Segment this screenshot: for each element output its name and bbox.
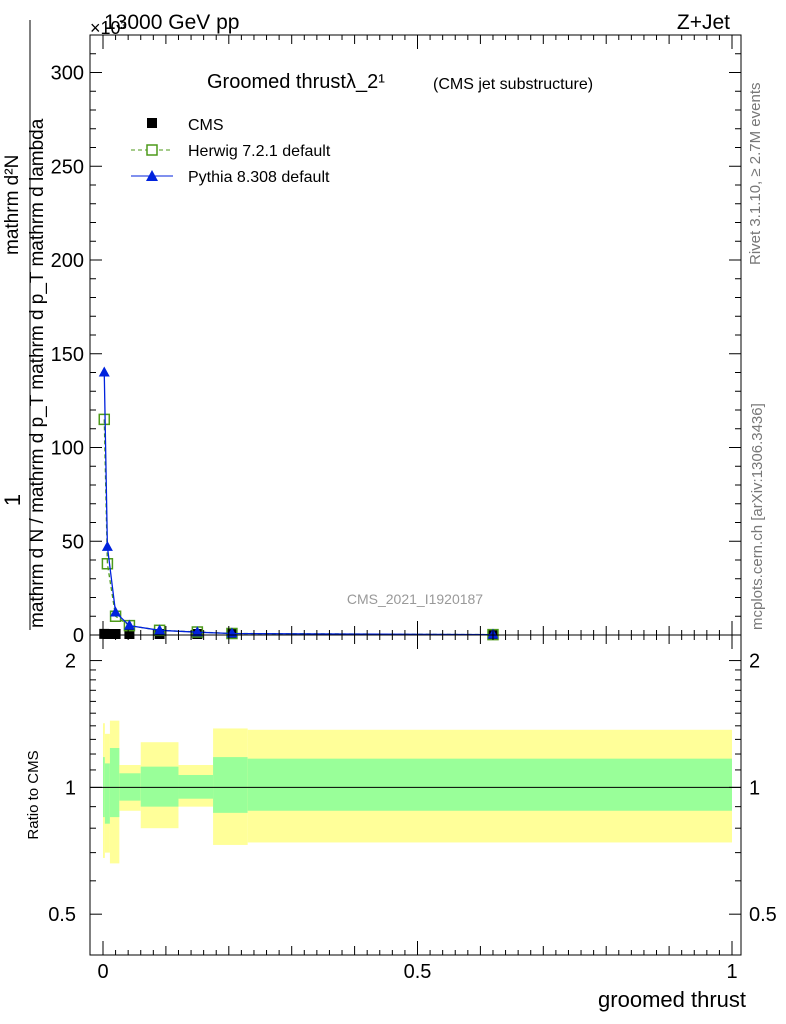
y-label-top: mathrm d²N <box>2 155 23 255</box>
ratio-y-tick-label: 2 <box>65 651 76 673</box>
mcplots-label: mcplots.cern.ch [arXiv:1306.3436] <box>749 403 766 630</box>
legend-pythia-label: Pythia 8.308 default <box>188 169 330 186</box>
process-label: Z+Jet <box>677 11 730 34</box>
y-exponent-label: ×10³ <box>90 18 127 38</box>
main-x-axis <box>102 35 733 635</box>
x-axis-title: groomed thrust <box>598 987 746 1012</box>
legend-herwig-label: Herwig 7.2.1 default <box>188 143 331 160</box>
series-line-2 <box>103 372 493 636</box>
legend-item-herwig: Herwig 7.2.1 default <box>131 143 331 160</box>
herwig-data-point <box>101 558 114 570</box>
main-y-axis: 0 50 100 150 200 250 300 <box>51 34 741 647</box>
main-y-tick-label: 200 <box>51 250 84 272</box>
ratio-y-tick-label-right: 0.5 <box>749 904 777 926</box>
y-label-denominator: mathrm d N / mathrm d p_T mathrm d p_T m… <box>27 118 48 628</box>
x-tick-label: 1 <box>726 961 737 983</box>
pythia-data-point <box>98 366 110 377</box>
ratio-inner-band <box>140 766 179 807</box>
ratio-x-axis: 0 0.5 1 <box>97 635 738 983</box>
ratio-y-axis: 0.5 0.5 1 1 2 2 <box>48 651 777 927</box>
x-tick-label: 0 <box>97 961 108 983</box>
legend-item-cms: CMS <box>147 117 224 134</box>
main-y-tick-label: 100 <box>51 438 84 460</box>
y-label-numerator: 1 <box>0 494 25 506</box>
ratio-y-tick-label: 1 <box>65 777 76 799</box>
rivet-label: Rivet 3.1.10, ≥ 2.7M events <box>747 83 764 266</box>
ratio-y-tick-label-right: 1 <box>749 777 760 799</box>
ratio-panel: 0.5 0.51 12 2 0 0.5 1 Ratio to CMS groomed th… <box>25 634 777 1012</box>
legend: CMS Herwig 7.2.1 default Pythia 8.308 de… <box>131 117 331 186</box>
cms-data-point <box>124 629 135 639</box>
cms-data-point <box>102 629 113 639</box>
ratio-y-tick-label: 0.5 <box>48 904 76 926</box>
ratio-inner-band <box>104 763 110 824</box>
main-y-tick-label: 150 <box>51 344 84 366</box>
legend-pythia-marker <box>146 170 158 181</box>
chart-title: Groomed thrustλ_2¹ <box>207 71 385 93</box>
energy-label: 13000 GeV pp <box>104 11 239 34</box>
ratio-y-tick-label-right: 2 <box>749 651 760 673</box>
watermark-label: CMS_2021_I1920187 <box>347 591 483 607</box>
ratio-bands-layer <box>103 720 733 864</box>
main-y-tick-label: 250 <box>51 156 84 178</box>
legend-cms-label: CMS <box>188 117 224 134</box>
ratio-y-label: Ratio to CMS <box>25 750 42 839</box>
chart-subtitle: (CMS jet substructure) <box>433 76 593 93</box>
ratio-inner-band <box>109 748 120 818</box>
pythia-data-point <box>110 606 122 617</box>
main-y-tick-label: 50 <box>62 531 84 553</box>
legend-item-pythia: Pythia 8.308 default <box>131 169 330 186</box>
main-y-axis-title: 1 mathrm d N / mathrm d p_T mathrm d p_T… <box>0 20 48 630</box>
main-y-tick-label: 0 <box>73 625 84 647</box>
ratio-inner-band <box>213 757 248 813</box>
pythia-data-point <box>154 624 166 635</box>
main-y-tick-label: 300 <box>51 63 84 85</box>
pythia-data-point <box>191 626 203 637</box>
legend-cms-marker <box>147 118 157 128</box>
pythia-data-point <box>101 540 113 551</box>
x-tick-label: 0.5 <box>404 961 432 983</box>
legend-herwig-marker <box>146 144 158 156</box>
main-panel: 0 50 100 150 200 250 300 Groomed thrustλ_2¹ (C… <box>0 20 742 647</box>
herwig-data-point <box>98 413 111 426</box>
ratio-inner-band <box>247 758 733 811</box>
ratio-frame <box>89 634 742 956</box>
pythia-data-point <box>123 619 135 630</box>
ratio-inner-band <box>178 774 214 799</box>
